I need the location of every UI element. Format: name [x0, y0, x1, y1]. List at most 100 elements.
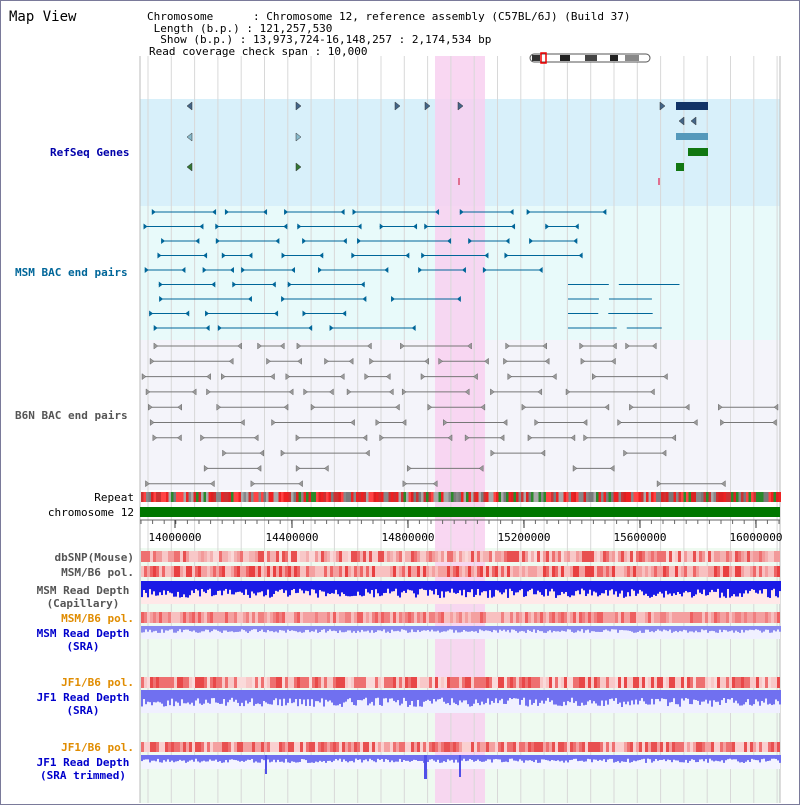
repeat-block	[394, 492, 397, 502]
jf1-pol2-cell	[681, 742, 684, 752]
msm-sra-depth-bar	[691, 626, 693, 631]
jf1-trim-depth-bar	[455, 755, 457, 760]
msm-pol2-cell	[633, 612, 636, 623]
msm-pol2-cell	[156, 612, 159, 623]
jf1-pol2-cell	[693, 742, 696, 752]
msm-sra-depth-bar	[241, 626, 243, 629]
jf1-pol2-cell	[747, 742, 750, 752]
msm-pol2-cell	[639, 612, 642, 623]
b6n-bac-label[interactable]: B6N BAC end pairs	[15, 409, 128, 422]
jf1-trim-depth-bar	[629, 755, 631, 763]
msm-capillary-depth-bar	[759, 581, 761, 590]
jf1-sra-depth-bar	[607, 690, 609, 705]
msm-sra-depth-bar	[671, 626, 673, 633]
repeat-block	[544, 492, 547, 502]
jf1-trim-depth-bar	[597, 755, 599, 761]
jf1-pol2-cell	[669, 742, 672, 752]
jf1-sra-depth-bar	[285, 690, 287, 705]
jf1-sra-depth-bar	[531, 690, 533, 705]
jf1-pol-cell	[249, 677, 252, 688]
msm-sra-depth-bar	[575, 626, 577, 632]
jf1-sra-depth-bar	[723, 690, 725, 698]
msm-sra-depth-bar	[699, 626, 701, 632]
dbsnp-cell	[777, 551, 780, 562]
msm-capillary-depth-bar	[471, 581, 473, 589]
jf1-pol-cell	[252, 677, 255, 688]
msm-pol-cell	[432, 566, 435, 577]
msm-pol2-cell	[237, 612, 240, 623]
msm-capillary-depth-bar	[725, 581, 727, 598]
jf1-trim-depth-bar	[479, 755, 481, 761]
msm-pol2-cell	[435, 612, 438, 623]
jf1-pol2-cell	[600, 742, 603, 752]
msm-pol2-cell	[312, 612, 315, 623]
dbsnp-cell	[333, 551, 336, 562]
jf1-pol2-cell	[261, 742, 264, 752]
jf1-sra-depth-bar	[347, 690, 349, 699]
msm-pol2-cell	[672, 612, 675, 623]
msm-capillary-depth-bar	[377, 581, 379, 593]
msm-sra-depth-bar	[149, 626, 151, 630]
jf1-pol-cell	[390, 677, 393, 688]
repeat-block	[304, 492, 307, 502]
refseq-genes-label[interactable]: RefSeq Genes	[50, 146, 129, 159]
dbsnp-cell	[195, 551, 198, 562]
chromosome-bar[interactable]	[140, 507, 780, 517]
msm-capillary-depth-bar	[395, 581, 397, 589]
msm-pol2-cell	[543, 612, 546, 623]
jf1-sra-depth-bar	[213, 690, 215, 698]
msm-capillary-depth-bar	[641, 581, 643, 591]
repeat-block	[206, 492, 209, 502]
jf1-pol-cell	[639, 677, 642, 688]
jf1-pol-cell	[417, 677, 420, 688]
jf1-pol-cell	[426, 677, 429, 688]
jf1-sra-depth-bar	[399, 690, 401, 705]
jf1-pol2-cell	[330, 742, 333, 752]
msm-capillary-depth-bar	[731, 581, 733, 596]
repeat-track[interactable]	[141, 492, 781, 502]
msm-sra-depth-bar	[635, 626, 637, 633]
msm-pol2-cell	[333, 612, 336, 623]
jf1-pol-cell	[750, 677, 753, 688]
msm-capillary-depth-bar	[519, 581, 521, 590]
jf1-sra-depth-bar	[277, 690, 279, 705]
repeat-block	[156, 492, 159, 502]
axis-tick-label: 15600000	[614, 531, 667, 544]
jf1-pol2-cell	[372, 742, 375, 752]
msm-capillary-depth-bar	[437, 581, 439, 595]
msm-sra-depth-bar	[397, 626, 399, 631]
dbsnp-cell	[561, 551, 564, 562]
dbsnp-cell	[426, 551, 429, 562]
msm-sra-depth-bar	[773, 626, 775, 630]
msm-pol2-cell	[423, 612, 426, 623]
jf1-sra-depth-bar	[233, 690, 235, 702]
jf1-pol-cell	[270, 677, 273, 688]
jf1-pol-cell	[483, 677, 486, 688]
jf1-sra-depth-bar	[295, 690, 297, 699]
jf1-trim-depth-bar	[627, 755, 629, 759]
repeat-block	[446, 492, 449, 502]
jf1-sra-depth-bar	[185, 690, 187, 703]
msm-sra-depth-bar	[245, 626, 247, 631]
msm-sra-depth-bar	[371, 626, 373, 630]
msm-sra-depth-bar	[679, 626, 681, 631]
jf1-sra-depth-bar	[733, 690, 735, 703]
jf1-pol-cell	[375, 677, 378, 688]
repeat-block	[614, 492, 617, 502]
jf1-pol-cell	[276, 677, 279, 688]
jf1-trim-depth-bar	[179, 755, 181, 760]
jf1-pol2-cell	[462, 742, 465, 752]
jf1-trim-depth-bar	[295, 755, 297, 763]
jf1-pol-cell	[201, 677, 204, 688]
jf1-sra-depth-bar	[679, 690, 681, 707]
msm-pol2-cell	[774, 612, 777, 623]
dbsnp-cell	[246, 551, 249, 562]
repeat-block	[174, 492, 177, 502]
msm-pol2-cell	[612, 612, 615, 623]
msm-bac-label[interactable]: MSM BAC end pairs	[15, 266, 128, 279]
msm-sra-depth-bar	[661, 626, 663, 631]
msm-pol-cell	[687, 566, 690, 577]
jf1-sra-depth-bar	[407, 690, 409, 707]
jf1-depth-sra-label: JF1 Read Depth (SRA)	[30, 691, 136, 717]
jf1-sra-depth-bar	[211, 690, 213, 698]
